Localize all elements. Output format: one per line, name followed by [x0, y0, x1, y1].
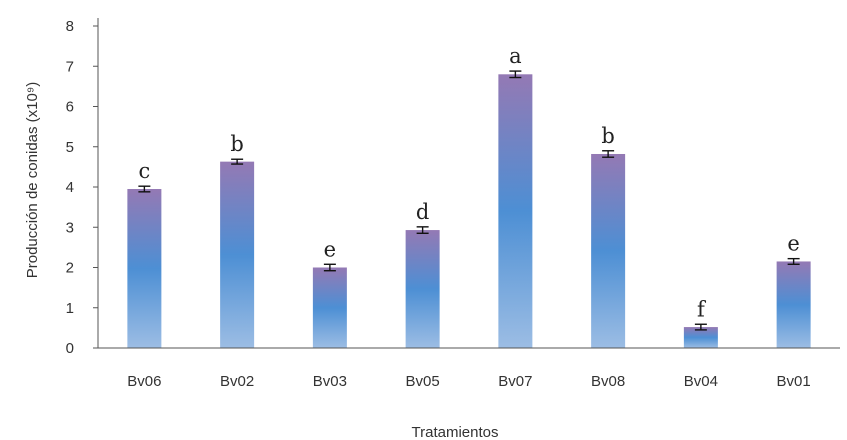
- bar-bv08: [591, 153, 626, 348]
- significance-letter: c: [138, 159, 150, 183]
- significance-letter: e: [787, 232, 799, 256]
- x-tick-label: Bv08: [591, 373, 625, 390]
- significance-letter: d: [416, 200, 429, 224]
- x-tick-label: Bv07: [498, 373, 532, 390]
- significance-letter: e: [324, 237, 336, 261]
- significance-letter: f: [697, 297, 707, 321]
- x-tick-label: Bv04: [684, 373, 718, 390]
- x-tick-label: Bv06: [127, 373, 161, 390]
- y-axis-title: Producción de conidas (x10⁹): [24, 82, 41, 279]
- y-tick-label: 2: [66, 260, 74, 277]
- bar-bv05: [405, 230, 440, 348]
- y-tick-label: 8: [66, 18, 74, 35]
- bar-bv07: [498, 74, 533, 349]
- bar-bv02: [220, 161, 255, 348]
- bar-bv06: [127, 189, 162, 348]
- significance-letter: a: [509, 44, 522, 68]
- y-tick-label: 0: [66, 340, 74, 357]
- bar-bv03: [312, 267, 347, 348]
- x-tick-label: Bv03: [313, 373, 347, 390]
- x-axis-title: Tratamientos: [412, 424, 499, 440]
- y-tick-label: 4: [66, 179, 74, 196]
- x-tick-label: Bv02: [220, 373, 254, 390]
- significance-letter: b: [230, 132, 243, 156]
- bar-bv04: [683, 327, 718, 348]
- y-tick-label: 3: [66, 219, 74, 236]
- x-tick-label: Bv01: [777, 373, 811, 390]
- y-tick-label: 7: [66, 58, 74, 75]
- y-tick-label: 1: [66, 300, 74, 317]
- y-tick-label: 6: [66, 99, 74, 116]
- bar-bv01: [776, 261, 811, 348]
- y-tick-label: 5: [66, 139, 74, 156]
- x-tick-label: Bv05: [406, 373, 440, 390]
- significance-letter: b: [601, 124, 614, 148]
